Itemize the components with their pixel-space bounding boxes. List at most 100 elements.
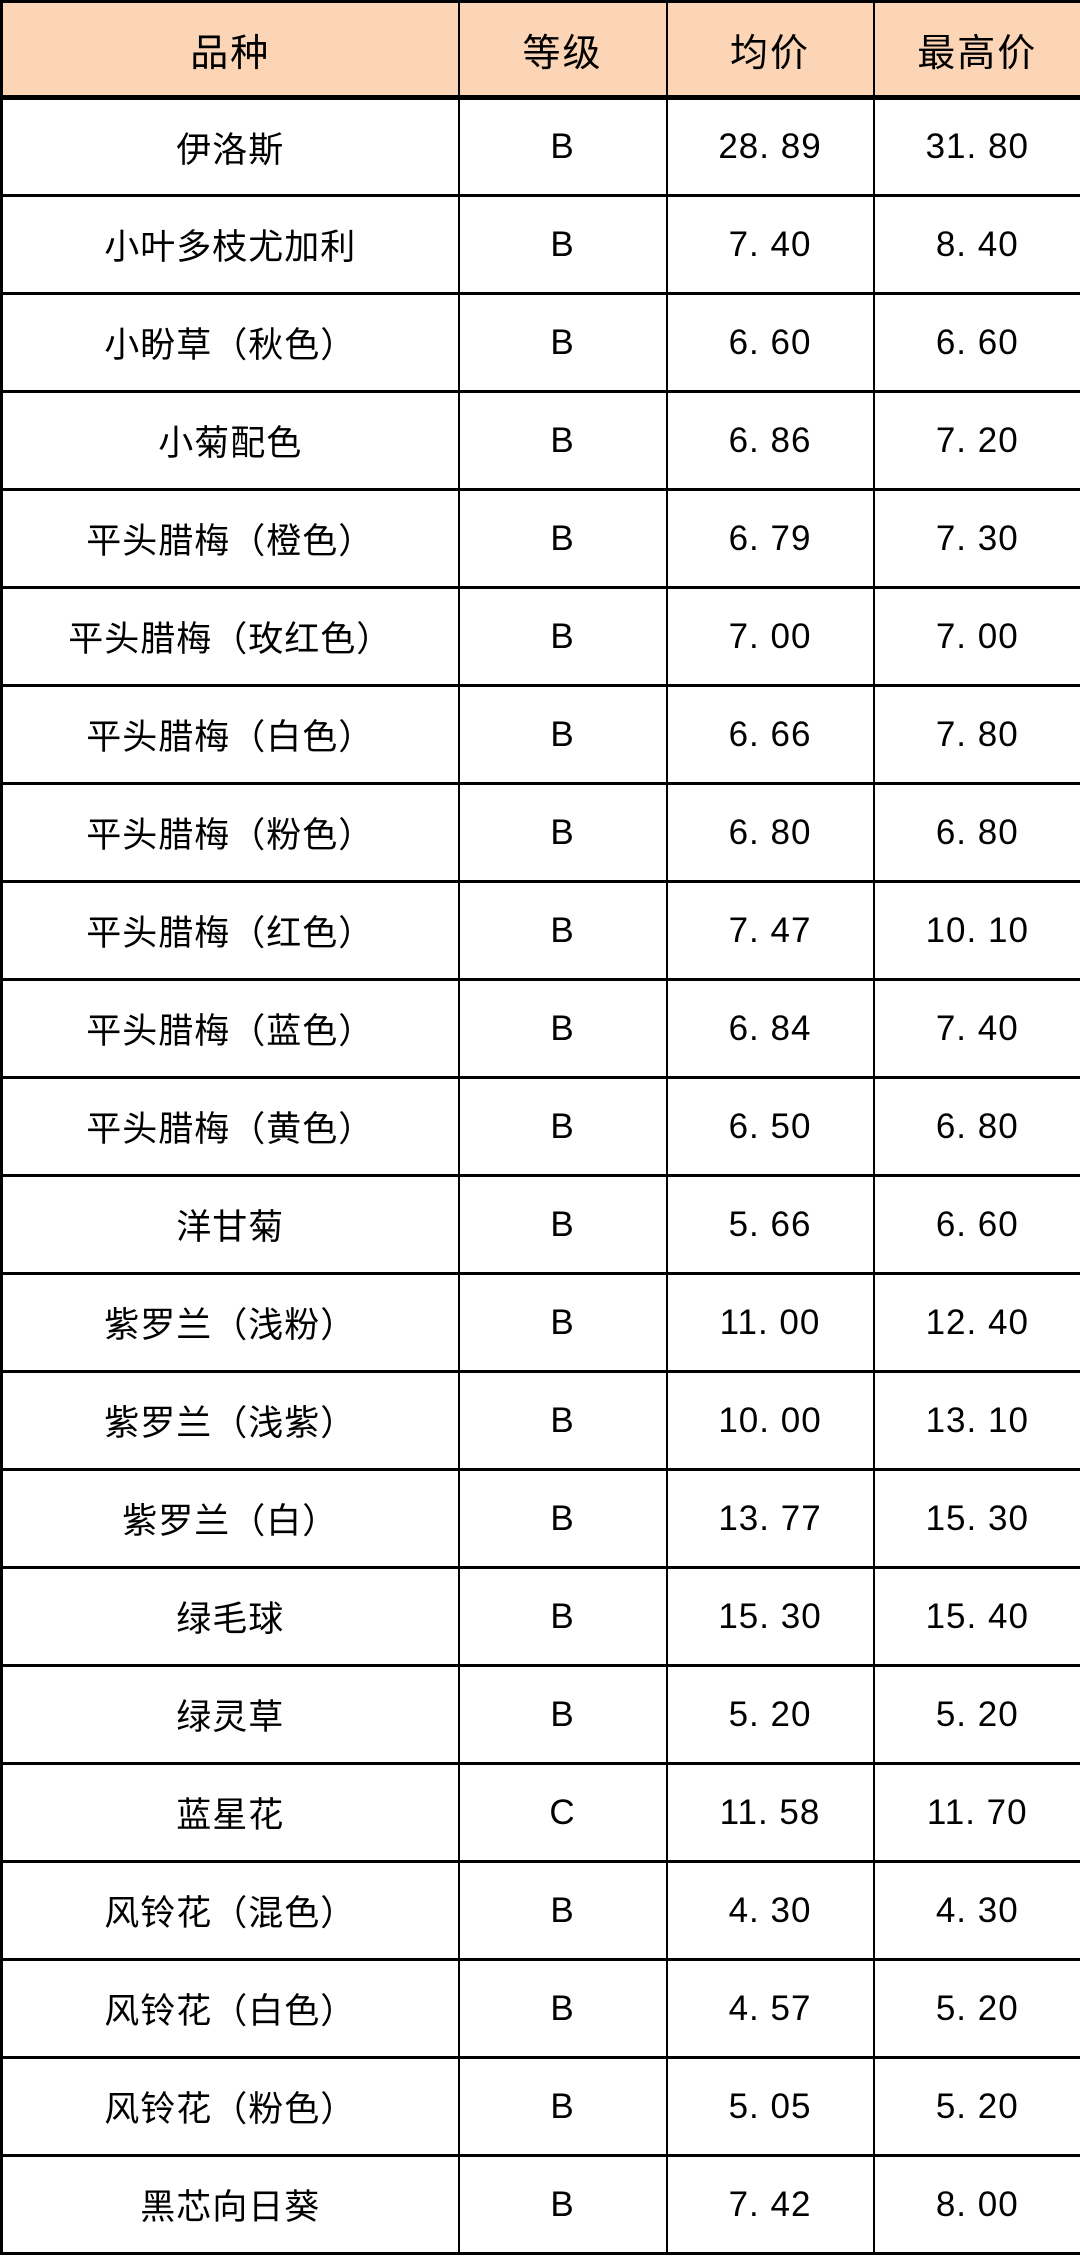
- avg-price-cell: 4. 30: [665, 1860, 875, 1961]
- max-price-cell: 11. 70: [872, 1762, 1080, 1863]
- table-row: 平头腊梅（白色） B 6. 66 7. 80: [0, 684, 1080, 785]
- max-price-cell: 4. 30: [872, 1860, 1080, 1961]
- max-price-cell: 8. 00: [872, 2154, 1080, 2255]
- avg-price-cell: 15. 30: [665, 1566, 875, 1667]
- variety-cell: 紫罗兰（浅紫）: [0, 1370, 460, 1471]
- grade-cell: B: [457, 390, 668, 491]
- grade-cell: B: [457, 1566, 668, 1667]
- max-price-cell: 15. 40: [872, 1566, 1080, 1667]
- max-price-cell: 13. 10: [872, 1370, 1080, 1471]
- avg-price-cell: 6. 66: [665, 684, 875, 785]
- variety-cell: 紫罗兰（白）: [0, 1468, 460, 1569]
- grade-cell: B: [457, 684, 668, 785]
- avg-price-cell: 11. 58: [665, 1762, 875, 1863]
- avg-price-cell: 28. 89: [665, 96, 875, 197]
- avg-price-cell: 7. 40: [665, 194, 875, 295]
- grade-cell: B: [457, 1958, 668, 2059]
- variety-cell: 绿毛球: [0, 1566, 460, 1667]
- grade-cell: B: [457, 292, 668, 393]
- max-price-cell: 10. 10: [872, 880, 1080, 981]
- max-price-cell: 8. 40: [872, 194, 1080, 295]
- table-row: 风铃花（混色） B 4. 30 4. 30: [0, 1860, 1080, 1961]
- table-row: 洋甘菊 B 5. 66 6. 60: [0, 1174, 1080, 1275]
- grade-cell: B: [457, 880, 668, 981]
- grade-cell: B: [457, 586, 668, 687]
- grade-cell: B: [457, 978, 668, 1079]
- variety-cell: 风铃花（粉色）: [0, 2056, 460, 2157]
- table-row: 平头腊梅（蓝色） B 6. 84 7. 40: [0, 978, 1080, 1079]
- max-price-cell: 7. 20: [872, 390, 1080, 491]
- grade-cell: B: [457, 1076, 668, 1177]
- avg-price-cell: 4. 57: [665, 1958, 875, 2059]
- variety-cell: 绿灵草: [0, 1664, 460, 1765]
- table-row: 绿毛球 B 15. 30 15. 40: [0, 1566, 1080, 1667]
- header-cell-max-price: 最高价: [872, 0, 1080, 100]
- table-row: 小菊配色 B 6. 86 7. 20: [0, 390, 1080, 491]
- variety-cell: 平头腊梅（蓝色）: [0, 978, 460, 1079]
- avg-price-cell: 6. 79: [665, 488, 875, 589]
- max-price-cell: 7. 40: [872, 978, 1080, 1079]
- variety-cell: 蓝星花: [0, 1762, 460, 1863]
- avg-price-cell: 5. 05: [665, 2056, 875, 2157]
- avg-price-cell: 6. 60: [665, 292, 875, 393]
- max-price-cell: 6. 60: [872, 292, 1080, 393]
- table-row: 平头腊梅（橙色） B 6. 79 7. 30: [0, 488, 1080, 589]
- max-price-cell: 6. 80: [872, 1076, 1080, 1177]
- table-row: 绿灵草 B 5. 20 5. 20: [0, 1664, 1080, 1765]
- max-price-cell: 7. 80: [872, 684, 1080, 785]
- max-price-cell: 15. 30: [872, 1468, 1080, 1569]
- table-row: 紫罗兰（白） B 13. 77 15. 30: [0, 1468, 1080, 1569]
- grade-cell: B: [457, 1860, 668, 1961]
- grade-cell: B: [457, 1174, 668, 1275]
- avg-price-cell: 7. 42: [665, 2154, 875, 2255]
- grade-cell: B: [457, 782, 668, 883]
- max-price-cell: 31. 80: [872, 96, 1080, 197]
- max-price-cell: 7. 00: [872, 586, 1080, 687]
- table-row: 平头腊梅（红色） B 7. 47 10. 10: [0, 880, 1080, 981]
- variety-cell: 风铃花（混色）: [0, 1860, 460, 1961]
- table-row: 风铃花（白色） B 4. 57 5. 20: [0, 1958, 1080, 2059]
- avg-price-cell: 7. 00: [665, 586, 875, 687]
- max-price-cell: 7. 30: [872, 488, 1080, 589]
- grade-cell: B: [457, 96, 668, 197]
- header-row: 品种 等级 均价 最高价: [0, 0, 1080, 100]
- max-price-cell: 6. 80: [872, 782, 1080, 883]
- avg-price-cell: 6. 80: [665, 782, 875, 883]
- table-row: 风铃花（粉色） B 5. 05 5. 20: [0, 2056, 1080, 2157]
- avg-price-cell: 6. 50: [665, 1076, 875, 1177]
- table-row: 蓝星花 C 11. 58 11. 70: [0, 1762, 1080, 1863]
- table-row: 平头腊梅（黄色） B 6. 50 6. 80: [0, 1076, 1080, 1177]
- variety-cell: 伊洛斯: [0, 96, 460, 197]
- grade-cell: B: [457, 1664, 668, 1765]
- max-price-cell: 6. 60: [872, 1174, 1080, 1275]
- variety-cell: 平头腊梅（白色）: [0, 684, 460, 785]
- header-cell-grade: 等级: [457, 0, 668, 100]
- table-row: 小盼草（秋色） B 6. 60 6. 60: [0, 292, 1080, 393]
- table-row: 紫罗兰（浅粉） B 11. 00 12. 40: [0, 1272, 1080, 1373]
- avg-price-cell: 11. 00: [665, 1272, 875, 1373]
- variety-cell: 平头腊梅（橙色）: [0, 488, 460, 589]
- avg-price-cell: 10. 00: [665, 1370, 875, 1471]
- header-cell-variety: 品种: [0, 0, 460, 100]
- table-row: 黑芯向日葵 B 7. 42 8. 00: [0, 2154, 1080, 2255]
- variety-cell: 平头腊梅（粉色）: [0, 782, 460, 883]
- header-cell-avg-price: 均价: [665, 0, 875, 100]
- grade-cell: B: [457, 1272, 668, 1373]
- avg-price-cell: 6. 86: [665, 390, 875, 491]
- grade-cell: B: [457, 2154, 668, 2255]
- variety-cell: 小叶多枝尤加利: [0, 194, 460, 295]
- variety-cell: 洋甘菊: [0, 1174, 460, 1275]
- grade-cell: B: [457, 1468, 668, 1569]
- avg-price-cell: 6. 84: [665, 978, 875, 1079]
- variety-cell: 紫罗兰（浅粉）: [0, 1272, 460, 1373]
- max-price-cell: 5. 20: [872, 1958, 1080, 2059]
- table-row: 紫罗兰（浅紫） B 10. 00 13. 10: [0, 1370, 1080, 1471]
- variety-cell: 小菊配色: [0, 390, 460, 491]
- grade-cell: B: [457, 1370, 668, 1471]
- variety-cell: 平头腊梅（玫红色）: [0, 586, 460, 687]
- table-row: 伊洛斯 B 28. 89 31. 80: [0, 96, 1080, 197]
- variety-cell: 黑芯向日葵: [0, 2154, 460, 2255]
- grade-cell: C: [457, 1762, 668, 1863]
